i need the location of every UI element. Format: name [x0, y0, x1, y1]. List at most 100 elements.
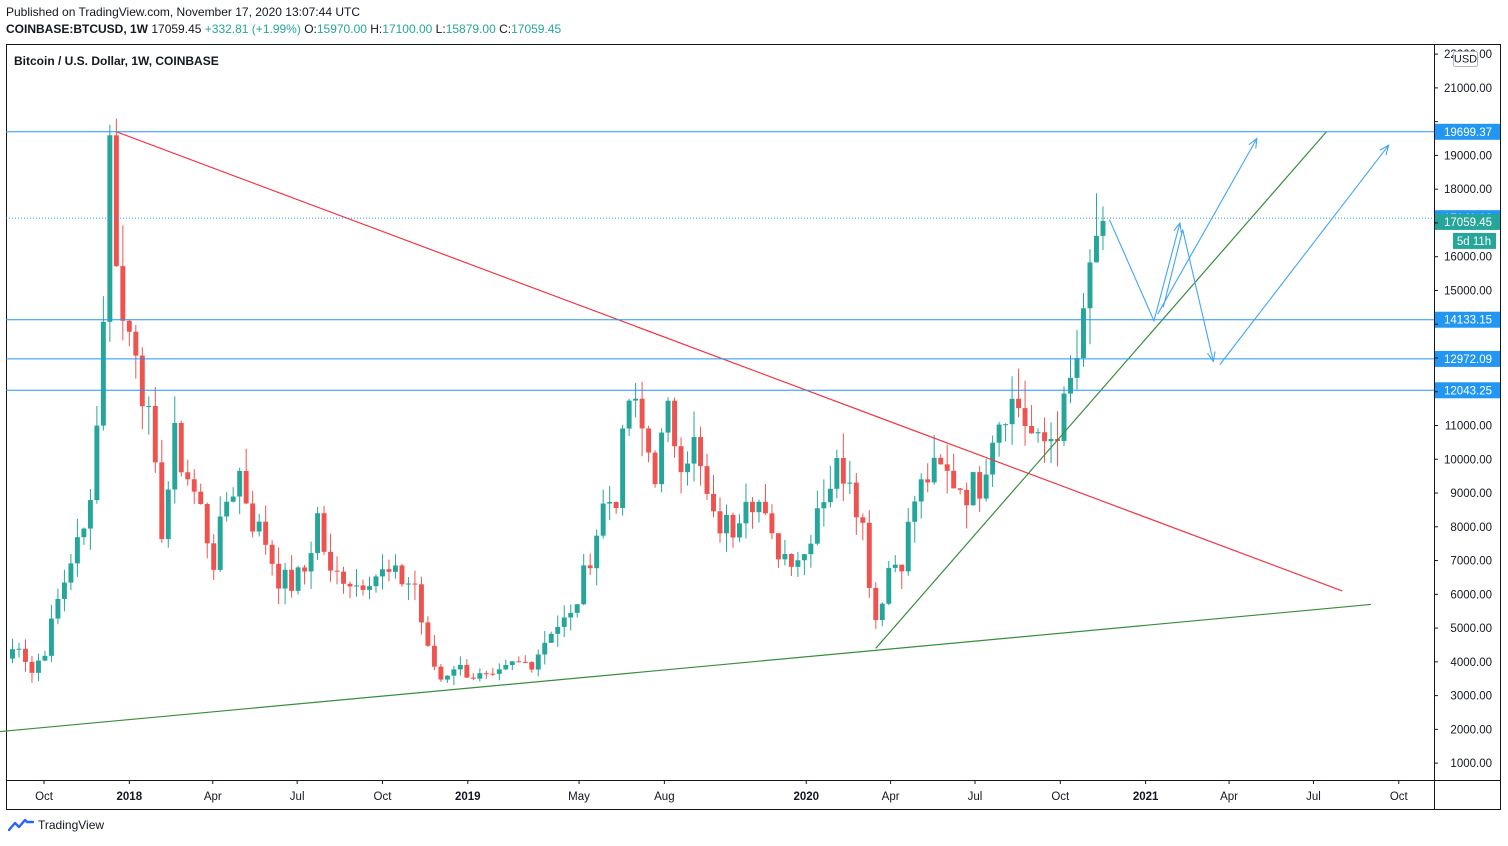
candle-body [801, 554, 807, 561]
candle [289, 555, 295, 598]
candle-body [561, 617, 567, 627]
candle [23, 639, 28, 672]
candle-body [334, 570, 340, 572]
candle [996, 421, 1002, 457]
time-tick-label: Oct [374, 791, 393, 803]
candle-body [438, 666, 444, 680]
candle [87, 488, 93, 550]
candle-body [646, 428, 652, 453]
candle [496, 663, 502, 681]
candle [730, 512, 736, 548]
candle [892, 555, 898, 573]
candle [711, 474, 716, 518]
candle [775, 533, 781, 568]
candle [574, 603, 580, 618]
candle [464, 659, 470, 679]
candle-body [302, 567, 308, 572]
candle [1003, 423, 1009, 442]
candle-body [879, 603, 885, 621]
resistance-trendline[interactable] [116, 131, 1343, 592]
candle-body [795, 560, 801, 567]
candle [178, 420, 184, 477]
candle [977, 466, 983, 513]
projection-path[interactable] [1162, 229, 1214, 362]
candle-body [620, 428, 626, 508]
candle [685, 451, 691, 486]
candle [360, 579, 366, 596]
candle [516, 656, 522, 663]
candle-body [581, 565, 587, 605]
candle-body [42, 655, 48, 661]
candle [1009, 376, 1015, 445]
last-price-label: 17059.45 [1444, 217, 1492, 229]
candle [107, 124, 113, 342]
candle-body [834, 457, 840, 489]
candle [405, 577, 411, 600]
candle [555, 615, 561, 647]
candle [925, 463, 931, 493]
price-tick-label: 4000.00 [1450, 657, 1492, 669]
price-tick-label: 19000.00 [1444, 150, 1492, 162]
last-price-tag [1435, 213, 1500, 230]
candle-body [165, 489, 171, 540]
time-tick-label: Jul [968, 791, 983, 803]
candle [626, 398, 632, 437]
candle [1100, 206, 1106, 250]
candle [899, 564, 905, 589]
price-tick-label: 9000.00 [1450, 488, 1492, 500]
price-axis[interactable]: 1000.00 2000.00 3000.00 4000.00 5000.00 6000.… [1434, 49, 1492, 770]
candle-body [250, 503, 256, 532]
candle-body [711, 493, 716, 512]
candle [788, 553, 794, 577]
time-tick-label: 2021 [1133, 791, 1159, 803]
candle [1048, 422, 1054, 464]
candle-body [964, 489, 970, 506]
candle [600, 489, 606, 539]
candle [198, 483, 204, 505]
candle [224, 492, 230, 522]
candle-body [341, 571, 346, 584]
candle-body [1048, 439, 1054, 442]
candle [217, 496, 223, 572]
candle [1035, 428, 1041, 443]
candle-body [626, 400, 632, 429]
candle-body [905, 521, 911, 572]
candle [315, 506, 321, 560]
candle [951, 453, 957, 489]
projection-arrowhead [1379, 144, 1390, 156]
candle-body [587, 565, 593, 569]
candle-body [16, 648, 22, 650]
candle-body [698, 437, 703, 467]
currency-badge: USD [1453, 51, 1478, 67]
published-line: Published on TradingView.com, November 1… [6, 5, 360, 19]
candle [990, 435, 996, 487]
projection-path[interactable] [1219, 144, 1389, 366]
candle-body [866, 522, 872, 588]
candle [159, 440, 165, 543]
candle-body [808, 543, 814, 555]
candle [866, 510, 872, 598]
candle-body [412, 583, 418, 585]
projection-path[interactable] [1157, 138, 1258, 315]
candle-body [918, 479, 924, 502]
candle-body [672, 400, 678, 447]
candle-body [191, 479, 197, 492]
candle-body [853, 482, 859, 518]
candle-body [386, 569, 392, 572]
projection-path[interactable] [1108, 219, 1181, 323]
candle-body [607, 501, 613, 504]
time-axis[interactable]: Oct 2018 Apr Jul Oct 2019 May Aug 2020 Apr Jul Oct 2… [35, 780, 1409, 803]
candle [620, 424, 626, 516]
candle-body [925, 479, 931, 483]
candle [743, 483, 749, 539]
level-price-label: 12972.09 [1444, 354, 1492, 366]
long-support-trendline[interactable] [0, 603, 1372, 733]
candle [1074, 330, 1080, 390]
candle-body [749, 501, 755, 513]
candle [704, 453, 710, 501]
high-label: H: [370, 22, 383, 36]
candle-body [61, 582, 67, 599]
candle-body [457, 664, 463, 670]
tradingview-brand[interactable]: TradingView [8, 818, 104, 832]
